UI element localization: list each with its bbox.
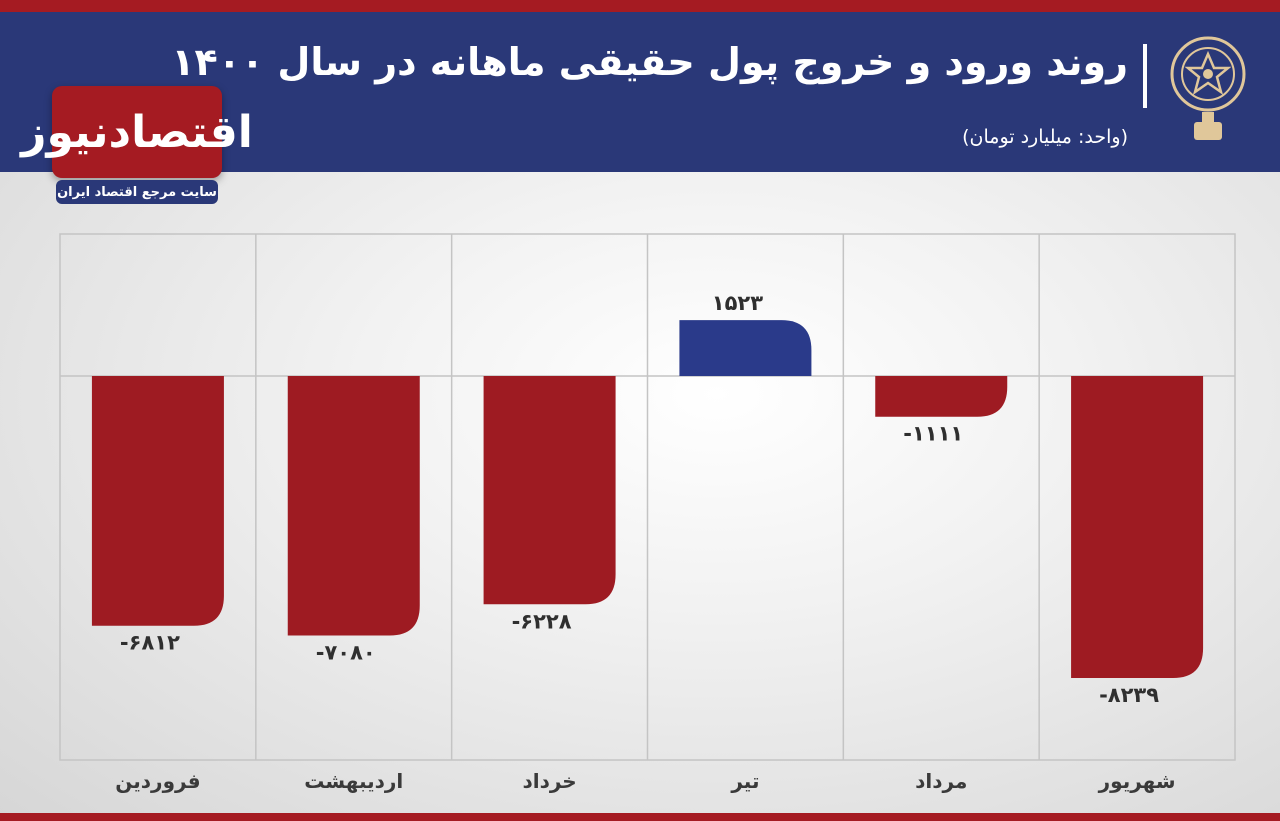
category-label: مرداد <box>915 769 967 793</box>
top-accent-strip <box>0 0 1280 12</box>
bottom-accent-strip <box>0 813 1280 821</box>
chart-title: روند ورود و خروج پول حقیقی ماهانه در سال… <box>171 40 1128 84</box>
brand-name: اقتصادنیوز <box>21 106 253 158</box>
brand-logo: اقتصادنیوز <box>21 86 253 178</box>
category-label: فروردین <box>115 769 200 793</box>
bar-value-label: -۷۰۸۰ <box>316 641 376 665</box>
bar-value-label: -۶۲۲۸ <box>512 609 572 633</box>
bar <box>91 376 224 626</box>
category-label: شهریور <box>1098 769 1176 793</box>
bar <box>1071 376 1204 678</box>
bar <box>287 376 420 636</box>
brand-tagline: سایت مرجع اقتصاد ایران <box>56 180 218 204</box>
exchange-emblem-icon <box>1170 36 1246 140</box>
category-label: اردیبهشت <box>304 769 403 793</box>
bar <box>483 376 616 605</box>
category-label: خرداد <box>522 769 576 793</box>
bar-value-label: -۱۱۱۱ <box>903 422 963 446</box>
bar-value-label: ۱۵۲۳ <box>712 291 763 315</box>
chart-unit-subtitle: (واحد: میلیارد تومان) <box>962 126 1128 148</box>
title-divider <box>1143 44 1147 108</box>
bar-value-label: -۶۸۱۲ <box>120 631 180 655</box>
category-label: تیر <box>730 769 759 793</box>
bar <box>875 376 1008 417</box>
bar <box>679 320 812 376</box>
bar-value-label: -۸۲۳۹ <box>1099 683 1159 707</box>
